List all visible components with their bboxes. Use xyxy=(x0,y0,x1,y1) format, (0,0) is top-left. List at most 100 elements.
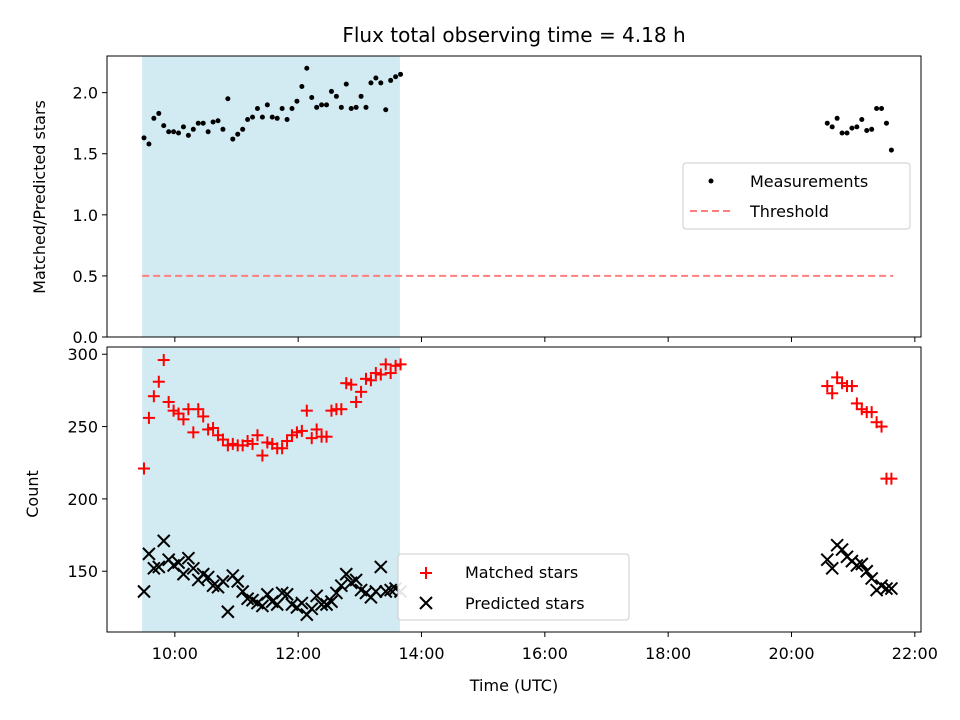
ratio-plot-frame xyxy=(106,55,922,338)
ratio-y-tick-label: 1.0 xyxy=(73,206,98,225)
ratio-panel: 0.00.51.01.52.0 Matched/Predicted stars … xyxy=(30,55,922,347)
matched-star-point xyxy=(152,375,165,388)
measurement-point xyxy=(195,120,201,126)
measurement-point xyxy=(879,106,885,112)
measurement-point xyxy=(343,81,349,87)
matched-star-point xyxy=(147,390,160,403)
x-tick-label: 16:00 xyxy=(522,644,568,663)
measurement-point xyxy=(289,106,295,112)
ratio-y-tick-label: 1.5 xyxy=(73,145,98,164)
matched-star-point xyxy=(138,462,150,475)
legend-threshold-label: Threshold xyxy=(749,202,829,221)
measurement-point xyxy=(314,104,320,110)
predicted-star-point xyxy=(855,557,869,571)
measurement-point xyxy=(353,104,359,110)
legend-matched-marker xyxy=(420,567,432,579)
measurement-point xyxy=(874,106,880,112)
matched-star-point xyxy=(251,429,264,442)
measurement-point xyxy=(176,130,182,136)
matched-star-point xyxy=(826,387,839,400)
measurement-point xyxy=(190,126,196,132)
measurement-point xyxy=(338,104,344,110)
legend-matched-label: Matched stars xyxy=(465,563,578,582)
count-legend: Matched stars Predicted stars xyxy=(397,553,630,621)
count-y-axis-label: Count xyxy=(23,470,42,518)
ratio-y-tick-label: 0.5 xyxy=(73,267,98,286)
measurement-point xyxy=(269,114,275,120)
matched-star-point xyxy=(207,422,220,435)
predicted-star-point xyxy=(369,584,383,599)
measurement-point xyxy=(259,114,265,120)
matched-star-point xyxy=(197,410,210,423)
legend-measurements-marker xyxy=(708,178,714,184)
measurement-point xyxy=(859,117,865,123)
predicted-star-point xyxy=(334,578,349,593)
matched-star-point xyxy=(345,378,358,391)
predicted-star-point xyxy=(147,561,161,576)
measurement-point xyxy=(166,129,172,135)
legend-predicted-marker xyxy=(419,596,433,610)
matched-star-point xyxy=(276,442,289,455)
measurement-point xyxy=(264,102,270,108)
measurement-point xyxy=(284,117,290,123)
predicted-star-point xyxy=(295,596,309,610)
predicted-star-point xyxy=(231,574,245,589)
matched-star-point xyxy=(320,430,333,443)
measurement-point xyxy=(235,131,241,137)
measurement-point xyxy=(215,118,221,124)
x-tick-label: 12:00 xyxy=(275,644,321,663)
measurement-point xyxy=(883,120,889,126)
count-y-tick-label: 250 xyxy=(67,418,98,437)
predicted-star-point xyxy=(176,567,191,581)
predicted-star-point xyxy=(255,599,270,613)
predicted-star-point xyxy=(206,578,220,593)
predicted-star-point xyxy=(305,602,319,616)
x-axis-label: Time (UTC) xyxy=(469,676,558,695)
predicted-star-point xyxy=(374,560,388,574)
measurement-point xyxy=(824,120,830,126)
measurement-point xyxy=(250,114,256,120)
measurement-point xyxy=(156,110,162,116)
measurement-point xyxy=(161,123,167,129)
measurement-point xyxy=(378,80,384,86)
count-y-tick-label: 300 xyxy=(67,345,98,364)
measurement-point xyxy=(319,102,325,108)
ratio-y-tick-label: 2.0 xyxy=(73,84,98,103)
measurement-point xyxy=(225,96,231,102)
measurement-point xyxy=(368,80,374,86)
predicted-star-point xyxy=(329,586,344,600)
measurement-point xyxy=(299,84,305,90)
measurement-point xyxy=(348,106,354,112)
measurement-point xyxy=(294,98,300,104)
matched-star-point xyxy=(845,380,858,393)
measurement-point xyxy=(839,130,845,136)
matched-star-point xyxy=(885,472,898,485)
measurement-point xyxy=(333,93,339,99)
legend-measurements-label: Measurements xyxy=(750,172,868,191)
predicted-star-point xyxy=(221,605,235,619)
predicted-star-point xyxy=(152,560,166,574)
measurement-point xyxy=(240,126,246,132)
measurement-point xyxy=(254,106,260,112)
measurement-point xyxy=(854,124,860,130)
measurement-point xyxy=(398,71,404,77)
chart-title: Flux total observing time = 4.18 h xyxy=(342,23,685,47)
measurement-point xyxy=(869,126,875,132)
matched-star-point xyxy=(335,403,348,416)
predicted-star-point xyxy=(186,561,201,576)
predicted-star-point xyxy=(349,573,363,587)
x-tick-label: 18:00 xyxy=(645,644,691,663)
predicted-star-point xyxy=(820,552,834,567)
matched-star-point xyxy=(379,358,392,371)
matched-star-point xyxy=(374,368,387,381)
predicted-star-point xyxy=(240,592,255,606)
matched-star-point xyxy=(364,374,377,387)
matched-star-point xyxy=(300,404,313,417)
matched-star-point xyxy=(142,411,155,424)
measurement-point xyxy=(245,117,251,123)
count-y-tick-label: 200 xyxy=(67,490,98,509)
predicted-star-point xyxy=(884,581,899,596)
measurement-point xyxy=(185,132,191,138)
x-tick-label: 14:00 xyxy=(398,644,444,663)
measurement-point xyxy=(180,124,186,130)
